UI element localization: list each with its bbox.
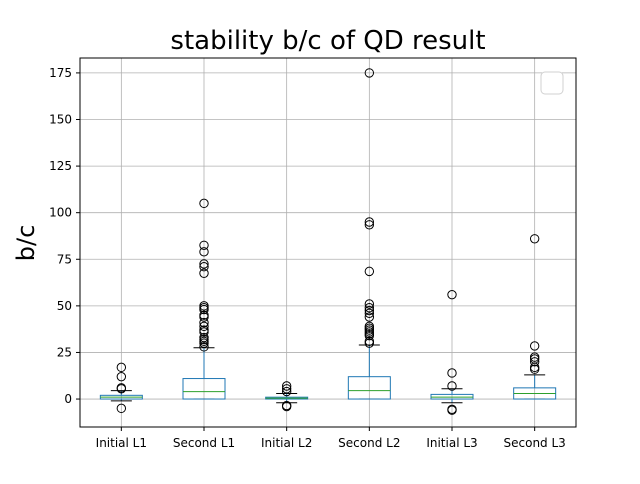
outlier-point: [281, 386, 292, 397]
outlier-point: [199, 342, 209, 352]
outlier-point: [199, 327, 209, 337]
outlier-point: [364, 68, 375, 78]
y-tick-label: 50: [57, 299, 72, 313]
plot-frame: [79, 57, 577, 428]
iqr-box: [347, 376, 391, 400]
outlier-point: [364, 299, 375, 309]
outlier-point: [447, 289, 457, 300]
y-tick-label: 100: [49, 206, 72, 220]
outlier-point: [281, 401, 292, 412]
outlier-point: [116, 403, 127, 414]
axes: 0 25 50 75 100 125 150 175 Initial L1 Second L1 In…: [49, 57, 577, 450]
y-tick-label: 0: [64, 392, 72, 406]
outlier-point: [447, 405, 457, 415]
outlier-point: [364, 305, 375, 316]
outlier-point: [199, 259, 209, 269]
outlier-point: [199, 338, 209, 348]
x-tick-label: Initial L1: [96, 436, 147, 450]
iqr-box: [182, 378, 226, 400]
outlier-point: [447, 381, 457, 391]
outlier-point: [447, 368, 457, 378]
legend-box: [540, 71, 564, 95]
y-tick-label: 125: [49, 159, 72, 173]
x-tick-label: Second L3: [504, 436, 566, 450]
outlier-point: [116, 362, 127, 373]
outlier-point: [116, 384, 127, 394]
y-tick-label: 175: [49, 66, 72, 80]
x-tick-label: Second L1: [173, 436, 235, 450]
outlier-point: [199, 321, 209, 332]
outlier-point: [199, 304, 209, 315]
outlier-point: [364, 308, 375, 319]
x-tick-label: Initial L2: [261, 436, 312, 450]
outlier-point: [364, 303, 375, 313]
x-tick-label: Initial L3: [426, 436, 477, 450]
x-tick-label: Second L2: [338, 436, 400, 450]
outlier-point: [199, 262, 209, 272]
outlier-point: [199, 268, 209, 278]
outlier-point: [199, 317, 209, 328]
outlier-point: [529, 364, 540, 374]
outlier-point: [199, 312, 209, 322]
outlier-point: [199, 247, 209, 257]
y-tick-label: 150: [49, 113, 72, 127]
outlier-point: [281, 381, 292, 391]
outlier-point: [364, 338, 375, 348]
outlier-point: [364, 217, 375, 227]
outlier-point: [529, 341, 540, 351]
outlier-point: [281, 384, 292, 394]
y-axis-label: b/c: [12, 225, 40, 262]
outlier-point: [199, 198, 209, 209]
outlier-point: [529, 357, 540, 367]
outlier-point: [116, 371, 127, 382]
outlier-point: [364, 220, 375, 230]
outlier-point: [364, 312, 375, 322]
outlier-point: [199, 240, 209, 250]
box-series: [99, 68, 557, 415]
outlier-point: [529, 234, 540, 244]
y-tick-label: 75: [57, 252, 72, 266]
chart-title: stability b/c of QD result: [170, 26, 485, 56]
outlier-point: [364, 330, 375, 341]
outlier-point: [364, 266, 375, 277]
y-tick-label: 25: [57, 345, 72, 359]
